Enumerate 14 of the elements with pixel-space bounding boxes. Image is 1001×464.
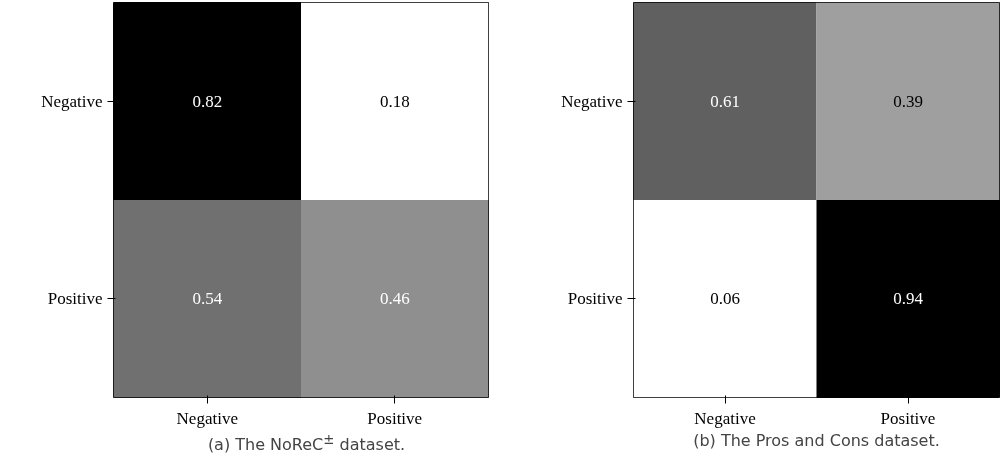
data-label: 0.06	[710, 289, 740, 309]
data-label: 0.46	[379, 289, 410, 309]
text: (a) The NoReC$^{±}$ dataset.	[207, 431, 406, 457]
data-label: 0.82	[192, 91, 223, 111]
data-label: 0.39	[893, 91, 923, 111]
data-label: 0.94	[893, 289, 924, 309]
data-label: 0.54	[192, 289, 223, 309]
x-tick-label: Negative	[694, 408, 756, 428]
text: (b) The Pros and Cons dataset.	[693, 430, 940, 452]
x-tick-label: Positive	[367, 408, 423, 428]
x-tick-label: Negative	[176, 408, 238, 428]
x-tick-label: Positive	[880, 408, 936, 428]
data-label: 0.18	[379, 91, 410, 111]
data-label: 0.61	[710, 91, 740, 111]
